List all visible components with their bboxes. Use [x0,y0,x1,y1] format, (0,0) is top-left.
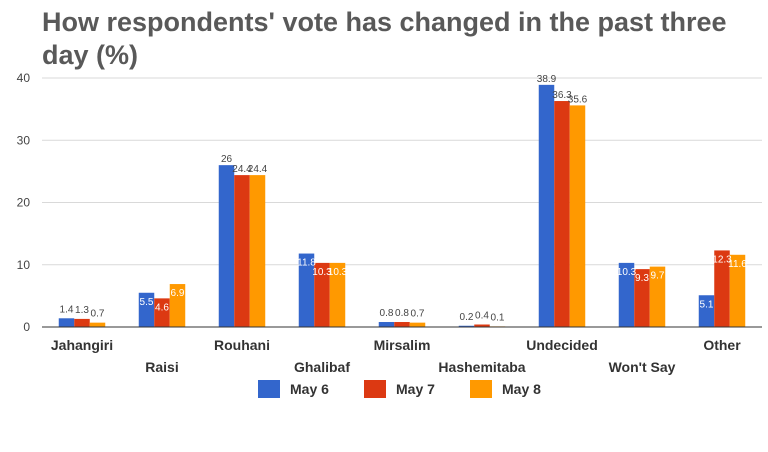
data-label: 9.7 [651,271,665,282]
chart-title: How respondents' vote has changed in the… [42,7,727,70]
bar [218,165,235,327]
bar [329,262,346,327]
legend-swatch [470,380,492,398]
bar [634,269,650,327]
data-label: 0.2 [460,312,474,323]
bar [409,322,426,327]
bar [74,318,90,327]
bar [89,322,106,327]
bar [474,324,490,327]
data-label: 11.8 [297,258,316,269]
bar [58,318,75,327]
data-label: 10.3 [617,267,637,278]
data-label: 26 [221,154,233,165]
x-category-label: Jahangiri [51,337,113,353]
data-label: 11.6 [728,259,747,270]
y-tick-label: 20 [17,196,31,210]
data-label: 12.3 [712,254,732,265]
data-label: 10.3 [328,267,348,278]
data-label: 38.9 [537,74,557,85]
y-tick-label: 30 [17,133,31,147]
y-tick-label: 0 [23,320,30,334]
data-label: 0.8 [395,308,409,319]
bar [538,84,555,327]
bar [169,284,186,327]
data-label: 35.6 [568,94,588,105]
legend-swatch [258,380,280,398]
data-label: 0.8 [380,308,394,319]
x-category-label: Won't Say [609,359,676,375]
x-category-label: Other [703,337,741,353]
data-label: 6.9 [171,288,185,299]
data-label: 1.4 [60,304,74,315]
bar [458,325,475,327]
legend-label: May 6 [290,381,329,397]
bar [554,101,570,327]
data-labels: 1.4 1.3 0.75.54.66.92624.424.411.810.310.3… [60,74,748,324]
gridlines [42,77,762,266]
x-category-label: Raisi [145,359,178,375]
bar [249,175,266,327]
bar [618,262,635,327]
data-label: 36.3 [552,90,572,101]
data-label: 0.7 [91,309,105,320]
data-label: 0.1 [491,312,505,323]
bar [154,298,170,327]
data-label: 0.7 [411,309,425,320]
bars [58,84,746,327]
bar [394,322,410,327]
legend-label: May 7 [396,381,435,397]
bar [729,254,746,327]
legend-label: May 8 [502,381,541,397]
data-label: 10.3 [312,267,332,278]
bar [569,105,586,327]
bar [234,175,250,327]
bar [714,250,730,327]
bar [314,262,330,327]
x-category-label: Hashemitaba [438,359,525,375]
data-label: 9.3 [635,273,649,284]
x-category-label: Rouhani [214,337,270,353]
bar [138,292,155,327]
axes: 0 10 20 30 40 Jahangiri Raisi Rouhani Ghalibaf Mi… [17,71,762,375]
x-category-label: Undecided [526,337,598,353]
bar [698,295,715,327]
y-tick-label: 10 [17,258,31,272]
bar [649,266,666,327]
legend-swatch [364,380,386,398]
data-label: 5.1 [700,299,714,310]
bar [378,322,395,327]
data-label: 0.4 [475,311,489,322]
data-label: 4.6 [155,302,169,313]
data-label: 1.3 [75,305,89,316]
data-label: 24.4 [248,164,268,175]
legend: May 6 May 7 May 8 [258,380,541,398]
x-category-label: Mirsalim [374,337,431,353]
x-category-label: Ghalibaf [294,359,350,375]
data-label: 5.5 [140,297,154,308]
data-label: 24.4 [232,164,252,175]
bar [298,253,315,327]
y-tick-label: 40 [17,71,31,85]
